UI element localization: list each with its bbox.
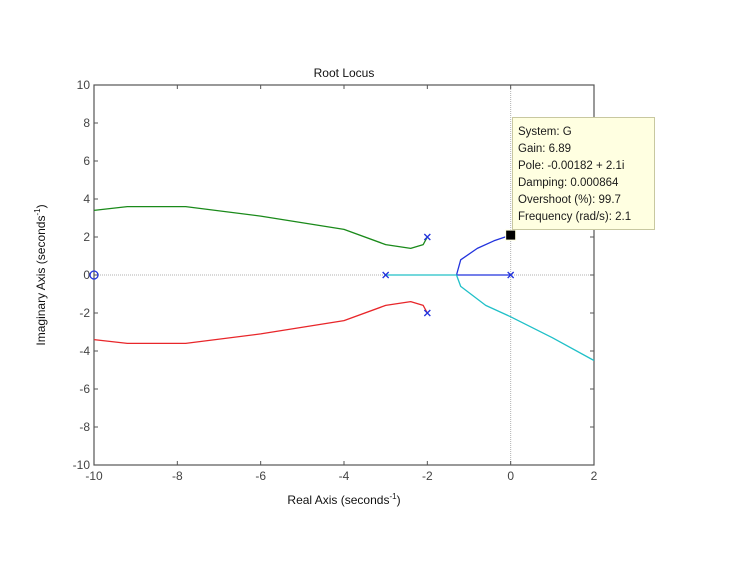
y-tick-label: -8 (79, 420, 90, 434)
datatip-pole: Pole: -0.00182 + 2.1i (518, 160, 625, 172)
datatip-overshoot: Overshoot (%): 99.7 (518, 194, 621, 206)
y-tick-label: 4 (83, 192, 90, 206)
pole-marker-icon (382, 271, 390, 279)
x-tick-label: -8 (172, 469, 183, 483)
datatip[interactable]: System: G Gain: 6.89 Pole: -0.00182 + 2.… (512, 117, 655, 230)
x-tick-label: 0 (507, 469, 514, 483)
branch-blue (455, 234, 511, 276)
datatip-damping: Damping: 0.000864 (518, 177, 619, 189)
y-tick-label: -4 (79, 344, 90, 358)
datatip-gain: Gain: 6.89 (518, 143, 572, 155)
x-tick-label: -6 (255, 469, 266, 483)
y-tick-label: 8 (83, 116, 90, 130)
y-tick-label: 2 (83, 230, 90, 244)
chart-title: Root Locus (314, 66, 375, 80)
y-tick-label: -10 (73, 458, 91, 472)
pole-marker-icon (423, 233, 431, 241)
x-tick-label: -2 (422, 469, 433, 483)
datatip-system: System: G (518, 126, 572, 138)
y-tick-label: 6 (83, 154, 90, 168)
y-tick-label: -6 (79, 382, 90, 396)
x-tick-label: 2 (591, 469, 598, 483)
branch-green (93, 205, 428, 250)
datatip-marker (505, 229, 517, 241)
zero-marker-icon (89, 270, 99, 280)
x-tick-label: -4 (339, 469, 350, 483)
x-tick-label: -10 (85, 469, 103, 483)
pole-marker-icon (423, 309, 431, 317)
x-axis-label: Real Axis (seconds-1) (287, 492, 400, 507)
branch-cyan (385, 274, 595, 362)
datatip-frequency: Frequency (rad/s): 2.1 (518, 211, 632, 223)
pole-marker-icon (507, 271, 515, 279)
y-tick-label: -2 (79, 306, 90, 320)
y-axis-label: Imaginary Axis (seconds-1) (33, 204, 48, 345)
branch-red (93, 300, 428, 345)
y-tick-label: 0 (83, 268, 90, 282)
y-tick-label: 10 (77, 78, 91, 92)
